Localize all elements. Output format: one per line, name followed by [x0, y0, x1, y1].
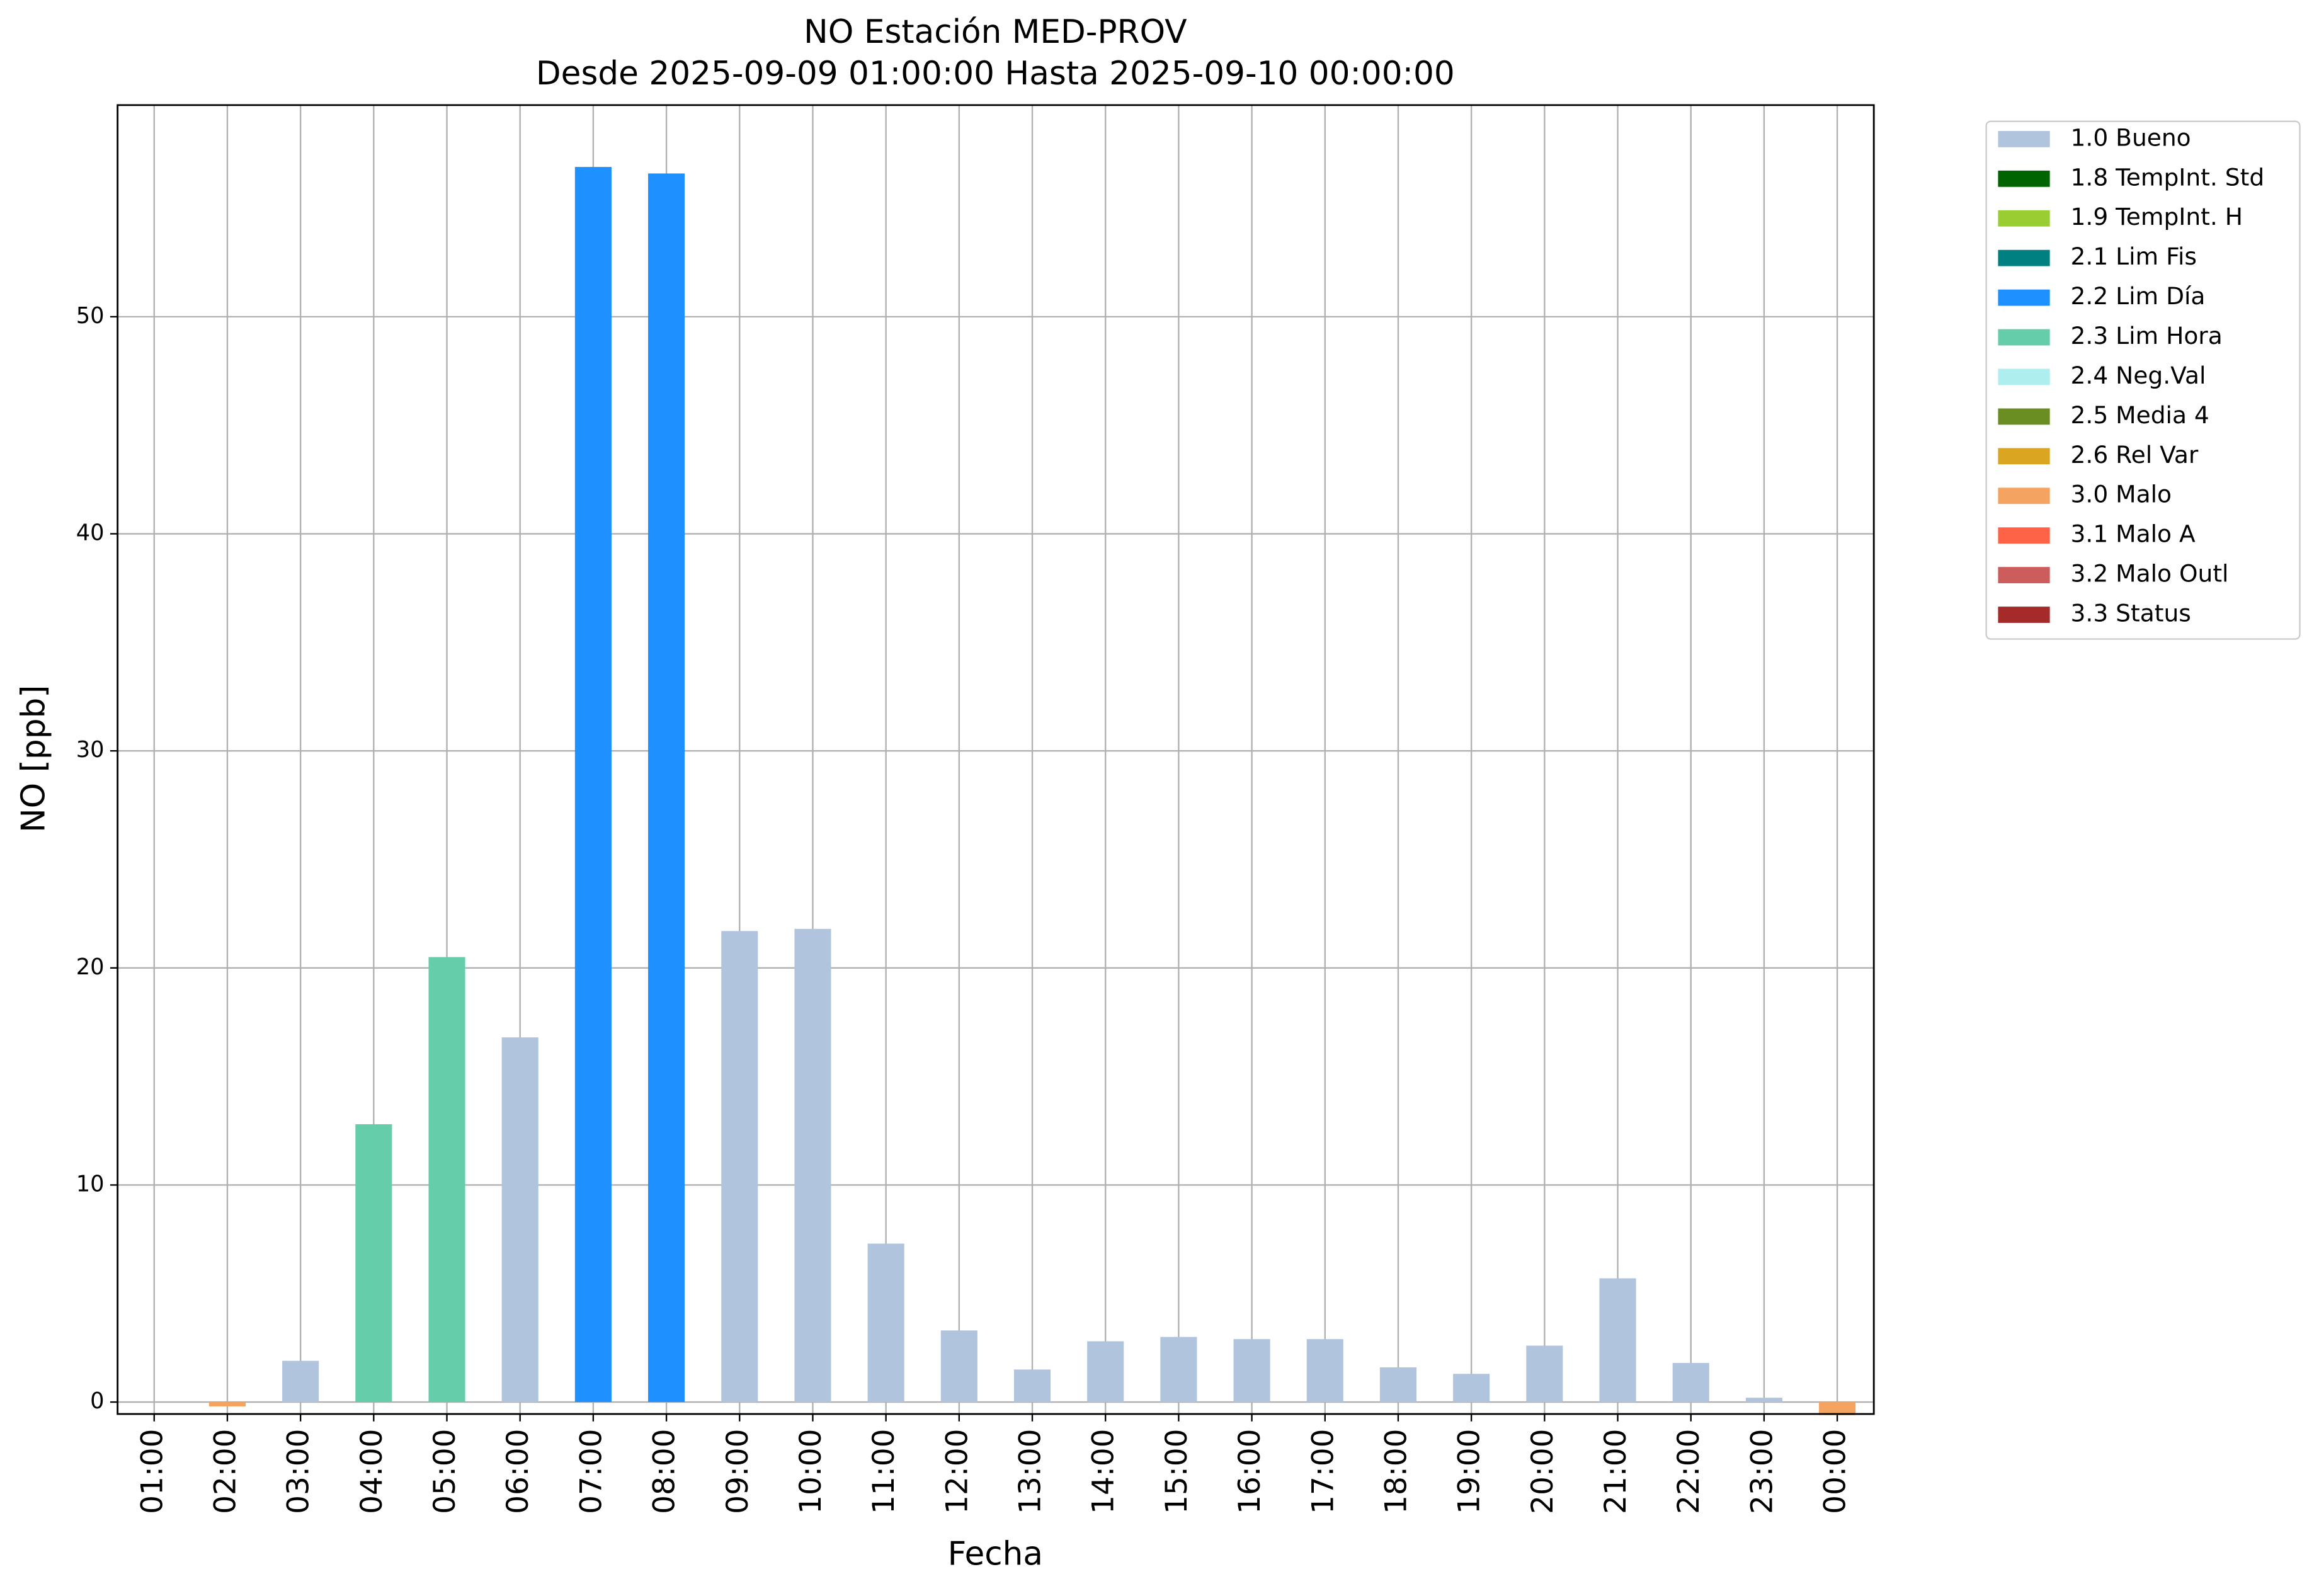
x-tick-label: 15:00 [1160, 1429, 1194, 1514]
legend-label: 2.3 Lim Hora [2071, 322, 2223, 350]
y-tick-label: 30 [76, 737, 105, 763]
x-tick-label: 06:00 [501, 1429, 535, 1514]
legend-swatch [1998, 368, 2050, 385]
legend-label: 2.2 Lim Día [2071, 282, 2206, 310]
y-tick-label: 20 [76, 954, 105, 980]
y-tick-label: 0 [90, 1388, 104, 1414]
legend-box [1985, 120, 2301, 640]
bar [648, 173, 685, 1403]
x-tick-label: 18:00 [1379, 1429, 1413, 1514]
x-tick-label: 08:00 [647, 1429, 682, 1514]
x-tick-label: 02:00 [208, 1429, 242, 1514]
bar [501, 1037, 538, 1403]
legend-swatch [1998, 170, 2050, 187]
bar [1087, 1341, 1124, 1403]
bar [721, 931, 758, 1403]
bar [574, 167, 612, 1403]
legend-label: 3.3 Status [2071, 600, 2191, 627]
bar [1379, 1367, 1417, 1403]
legend-label: 2.5 Media 4 [2071, 401, 2209, 429]
bar [1526, 1345, 1563, 1403]
x-tick-label: 16:00 [1233, 1429, 1267, 1514]
legend-label: 1.0 Bueno [2071, 123, 2191, 151]
legend-swatch [1998, 289, 2050, 306]
legend-swatch [1998, 249, 2050, 266]
x-tick-label: 10:00 [794, 1429, 828, 1514]
x-tick-label: 13:00 [1013, 1429, 1048, 1514]
legend-label: 3.2 Malo Outl [2071, 560, 2229, 588]
bar [940, 1330, 977, 1403]
x-tick-label: 12:00 [940, 1429, 974, 1514]
chart-subtitle: Desde 2025-09-09 01:00:00 Hasta 2025-09-… [536, 55, 1455, 93]
legend-swatch [1998, 408, 2050, 425]
bar [1306, 1339, 1343, 1403]
axes-frame [117, 104, 1875, 1415]
legend-swatch [1998, 448, 2050, 465]
plot-area: 0 10 20 30 40 50 01:00 02:00 03:00 04:00 05:00 06:0… [76, 105, 1874, 1514]
x-tick-label: 09:00 [721, 1429, 755, 1514]
chart-title: NO Estación MED-PROV [804, 13, 1187, 51]
legend-swatch [1998, 487, 2050, 504]
legend-label: 3.1 Malo A [2071, 520, 2196, 548]
y-tick-label: 50 [76, 303, 105, 329]
x-tick-label: 22:00 [1672, 1429, 1706, 1514]
legend-label: 1.9 TempInt. H [2071, 203, 2243, 231]
legend-label: 2.6 Rel Var [2071, 441, 2199, 469]
bar [1599, 1278, 1636, 1403]
legend-label: 2.1 Lim Fis [2071, 242, 2197, 270]
x-tick-label: 21:00 [1598, 1429, 1633, 1514]
bar [1013, 1369, 1051, 1403]
legend-swatch [1998, 210, 2050, 227]
bar [1233, 1339, 1270, 1403]
legend: 1.0 Bueno 1.8 TempInt. Std 1.9 TempInt. H 2… [1998, 123, 2264, 627]
x-tick-label: 17:00 [1306, 1429, 1340, 1514]
x-tick-label: 07:00 [574, 1429, 608, 1514]
legend-label: 1.8 TempInt. Std [2071, 163, 2265, 191]
x-tick-label: 20:00 [1525, 1429, 1560, 1514]
bar [428, 957, 465, 1403]
x-tick-label: 05:00 [428, 1429, 462, 1514]
legend-label: 3.0 Malo [2071, 481, 2172, 508]
legend-label: 2.4 Neg.Val [2071, 362, 2206, 389]
bar [1672, 1363, 1709, 1403]
x-tick-label: 00:00 [1818, 1429, 1853, 1514]
x-axis-label: Fecha [948, 1535, 1043, 1573]
legend-swatch [1998, 607, 2050, 623]
bar [794, 928, 831, 1403]
bar [1160, 1337, 1197, 1403]
x-tick-label: 14:00 [1086, 1429, 1121, 1514]
bar [282, 1360, 319, 1403]
legend-swatch [1998, 130, 2050, 147]
legend-swatch [1998, 567, 2050, 584]
bar [1819, 1402, 1856, 1415]
legend-swatch [1998, 527, 2050, 544]
x-tick-label: 11:00 [867, 1429, 901, 1514]
bar [1453, 1374, 1490, 1403]
y-tick-label: 10 [76, 1171, 105, 1197]
legend-swatch [1998, 329, 2050, 346]
bar [355, 1124, 392, 1403]
bar [1745, 1398, 1782, 1403]
x-tick-label: 03:00 [282, 1429, 316, 1514]
bar [867, 1243, 904, 1403]
x-tick-label: 23:00 [1745, 1429, 1779, 1514]
x-tick-label: 19:00 [1452, 1429, 1487, 1514]
y-tick-label: 40 [76, 520, 105, 546]
bar [208, 1402, 246, 1406]
x-tick-label: 04:00 [355, 1429, 389, 1514]
y-axis-label: NO [ppb] [14, 685, 52, 833]
x-tick-label: 01:00 [135, 1429, 169, 1514]
